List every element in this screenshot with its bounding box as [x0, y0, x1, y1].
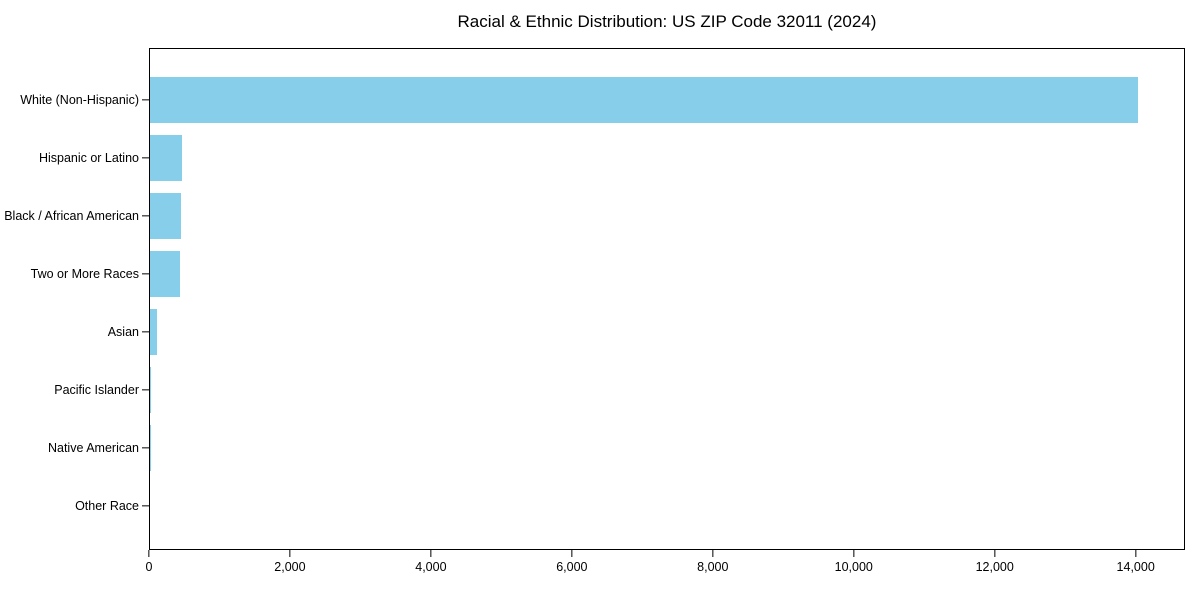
x-tick-label: 12,000 [975, 560, 1014, 574]
bar [150, 77, 1138, 123]
x-tick-label: 10,000 [834, 560, 873, 574]
x-tick-mark [712, 550, 714, 557]
x-tick-mark [571, 550, 573, 557]
x-tick-mark [430, 550, 432, 557]
x-tick-label: 8,000 [697, 560, 729, 574]
bar-row: Native American [48, 419, 1184, 477]
bar-row: Asian [108, 303, 1184, 361]
y-tick-label: Hispanic or Latino [38, 151, 139, 165]
x-tick-label: 4,000 [415, 560, 447, 574]
x-axis: 0 2,000 4,000 6,000 8,000 10,000 12,000 14,000 [145, 550, 1185, 590]
x-tick-label: 14,000 [1116, 560, 1155, 574]
plot-rows: White (Non-Hispanic) Hispanic or Latino Bl… [4, 49, 1184, 549]
y-tick-mark [142, 505, 149, 507]
y-tick-mark [142, 389, 149, 391]
y-tick-mark [142, 99, 149, 101]
y-tick-label: White (Non-Hispanic) [20, 93, 139, 107]
plot-area: White (Non-Hispanic) Hispanic or Latino Bl… [4, 48, 1185, 550]
x-tick-mark [148, 550, 150, 557]
y-tick-label: Two or More Races [30, 267, 139, 281]
bar [150, 251, 180, 297]
y-tick-mark [142, 157, 149, 159]
bar [150, 367, 151, 413]
x-tick-mark [289, 550, 291, 557]
y-tick-label: Pacific Islander [54, 383, 139, 397]
x-tick-label: 2,000 [274, 560, 306, 574]
x-tick-mark [994, 550, 996, 557]
x-tick-label: 0 [145, 560, 153, 574]
y-tick-label: Other Race [75, 499, 139, 513]
x-tick-mark [853, 550, 855, 557]
y-tick-label: Asian [107, 325, 139, 339]
y-tick-mark [142, 447, 149, 449]
bar-row: Black / African American [4, 187, 1184, 245]
chart-title: Racial & Ethnic Distribution: US ZIP Cod… [457, 12, 877, 31]
y-tick-mark [142, 331, 149, 333]
bar [150, 135, 183, 181]
bar-row: White (Non-Hispanic) [20, 71, 1184, 129]
bar [150, 193, 181, 239]
y-tick-mark [142, 215, 149, 217]
y-tick-label: Native American [47, 441, 139, 455]
y-tick-mark [142, 273, 149, 275]
x-tick-mark [1135, 550, 1137, 557]
bar-row: Hispanic or Latino [39, 129, 1184, 187]
y-tick-label: Black / African American [4, 209, 139, 223]
bar [150, 309, 158, 355]
x-tick-label: 6,000 [556, 560, 588, 574]
bar-row: Other Race [75, 477, 1184, 535]
bar-row: Pacific Islander [54, 361, 1184, 419]
bar-row: Two or More Races [31, 245, 1184, 303]
